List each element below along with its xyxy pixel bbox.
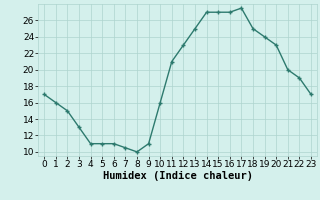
- X-axis label: Humidex (Indice chaleur): Humidex (Indice chaleur): [103, 171, 252, 181]
